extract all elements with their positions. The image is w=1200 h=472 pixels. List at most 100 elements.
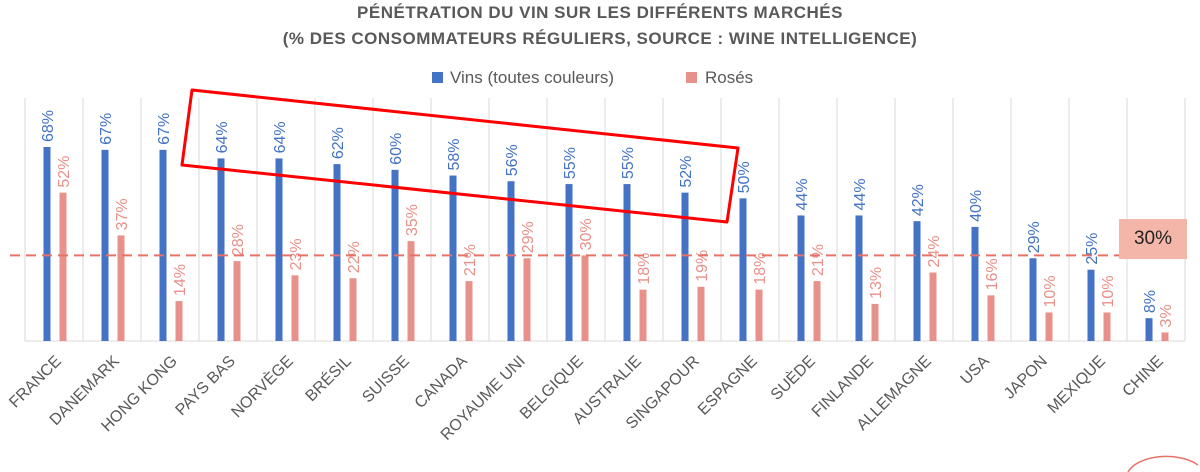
bar-roses: [233, 261, 241, 341]
data-label-vins: 68%: [40, 110, 57, 142]
data-label-vins: 8%: [1142, 290, 1159, 313]
bar-vins: [159, 149, 167, 341]
data-label-vins: 60%: [388, 133, 405, 165]
bar-vins: [275, 158, 283, 341]
data-label-vins: 40%: [968, 190, 985, 222]
data-label-roses: 23%: [288, 238, 305, 270]
data-label-vins: 55%: [562, 147, 579, 179]
bar-vins: [971, 226, 979, 341]
data-label-roses: 16%: [984, 258, 1001, 290]
category-label: FRANCE: [6, 353, 65, 412]
bar-roses: [871, 303, 879, 341]
data-label-roses: 19%: [694, 250, 711, 282]
bar-roses: [581, 255, 589, 341]
highlight-box: [180, 88, 740, 224]
category-label: BRÉSIL: [301, 351, 355, 405]
bar-vins: [797, 215, 805, 341]
bar-roses: [407, 241, 415, 341]
bar-vins: [739, 198, 747, 341]
data-label-roses: 24%: [926, 235, 943, 267]
data-label-roses: 52%: [56, 156, 73, 188]
bar-roses: [639, 289, 647, 341]
data-label-vins: 56%: [504, 144, 521, 176]
data-label-roses: 21%: [462, 244, 479, 276]
data-label-vins: 64%: [214, 121, 231, 153]
bar-roses: [1161, 332, 1169, 341]
data-label-vins: 42%: [910, 184, 927, 216]
bar-roses: [755, 289, 763, 341]
category-label: CANADA: [412, 353, 471, 412]
data-label-vins: 64%: [272, 121, 289, 153]
bar-vins: [565, 184, 573, 341]
category-label: ESPAGNE: [695, 353, 761, 419]
bar-roses: [117, 235, 125, 341]
data-label-vins: 67%: [98, 113, 115, 145]
reference-line-label: 30%: [1119, 219, 1187, 259]
bar-vins: [449, 175, 457, 341]
data-label-roses: 18%: [636, 253, 653, 285]
bar-vins: [43, 147, 51, 341]
bar-vins: [681, 192, 689, 341]
data-label-vins: 29%: [1026, 221, 1043, 253]
category-label: JAPON: [1001, 353, 1051, 403]
bar-roses: [1045, 312, 1053, 341]
data-label-roses: 14%: [172, 264, 189, 296]
data-label-roses: 29%: [520, 221, 537, 253]
data-label-roses: 10%: [1042, 275, 1059, 307]
data-label-roses: 22%: [346, 241, 363, 273]
data-label-roses: 21%: [810, 244, 827, 276]
bar-vins: [101, 149, 109, 341]
bar-roses: [465, 281, 473, 341]
data-label-vins: 55%: [620, 147, 637, 179]
bar-vins: [913, 221, 921, 341]
legend-label-vins: Vins (toutes couleurs): [450, 68, 614, 87]
data-label-vins: 44%: [794, 178, 811, 210]
legend-swatch-roses: [686, 72, 697, 83]
bar-vins: [1029, 258, 1037, 341]
data-label-vins: 58%: [446, 138, 463, 170]
chart-subtitle: (% DES CONSOMMATEURS RÉGULIERS, SOURCE :…: [282, 29, 918, 48]
bar-roses: [929, 272, 937, 341]
data-label-roses: 18%: [752, 253, 769, 285]
bar-vins: [623, 184, 631, 341]
bar-roses: [987, 295, 995, 341]
bar-vins: [855, 215, 863, 341]
data-label-roses: 37%: [114, 198, 131, 230]
category-label: USA: [958, 353, 994, 389]
bar-roses: [291, 275, 299, 341]
chart-title: PÉNÉTRATION DU VIN SUR LES DIFFÉRENTS MA…: [357, 3, 843, 22]
bar-roses: [1103, 312, 1111, 341]
data-label-vins: 50%: [736, 161, 753, 193]
category-label: NORVÈGE: [227, 351, 297, 421]
category-label: SUISSE: [359, 353, 413, 407]
bar-roses: [175, 301, 183, 341]
data-label-vins: 52%: [678, 156, 695, 188]
bar-vins: [333, 164, 341, 341]
data-label-vins: 25%: [1084, 233, 1101, 265]
bar-roses: [349, 278, 357, 341]
bar-vins: [1087, 269, 1095, 341]
bar-roses: [523, 258, 531, 341]
bar-roses: [59, 192, 67, 341]
data-label-roses: 35%: [404, 204, 421, 236]
legend-label-roses: Rosés: [705, 68, 753, 87]
data-label-roses: 3%: [1158, 304, 1175, 327]
data-label-roses: 30%: [578, 218, 595, 250]
bar-vins: [507, 181, 515, 341]
data-label-roses: 13%: [868, 267, 885, 299]
category-label: CHINE: [1120, 353, 1167, 400]
category-label: SUÈDE: [766, 351, 818, 403]
data-label-roses: 10%: [1100, 275, 1117, 307]
data-label-vins: 44%: [852, 178, 869, 210]
data-label-vins: 62%: [330, 127, 347, 159]
bar-vins: [1145, 318, 1153, 341]
data-label-roses: 28%: [230, 224, 247, 256]
legend-swatch-vins: [432, 72, 443, 83]
bar-vins: [217, 158, 225, 341]
decorative-arc: [1127, 455, 1199, 472]
bar-roses: [813, 281, 821, 341]
category-label: MEXIQUE: [1045, 353, 1109, 417]
data-label-vins: 67%: [156, 113, 173, 145]
